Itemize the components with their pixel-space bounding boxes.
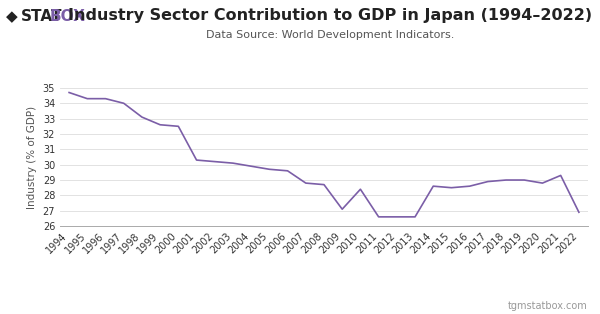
Text: Data Source: World Development Indicators.: Data Source: World Development Indicator… bbox=[206, 30, 454, 40]
Text: BOX: BOX bbox=[50, 9, 86, 24]
Text: ◆: ◆ bbox=[6, 9, 18, 24]
Y-axis label: Industry (% of GDP): Industry (% of GDP) bbox=[27, 106, 37, 208]
Text: tgmstatbox.com: tgmstatbox.com bbox=[508, 301, 588, 311]
Text: Industry Sector Contribution to GDP in Japan (1994–2022): Industry Sector Contribution to GDP in J… bbox=[68, 8, 592, 23]
Text: STAT: STAT bbox=[21, 9, 62, 24]
